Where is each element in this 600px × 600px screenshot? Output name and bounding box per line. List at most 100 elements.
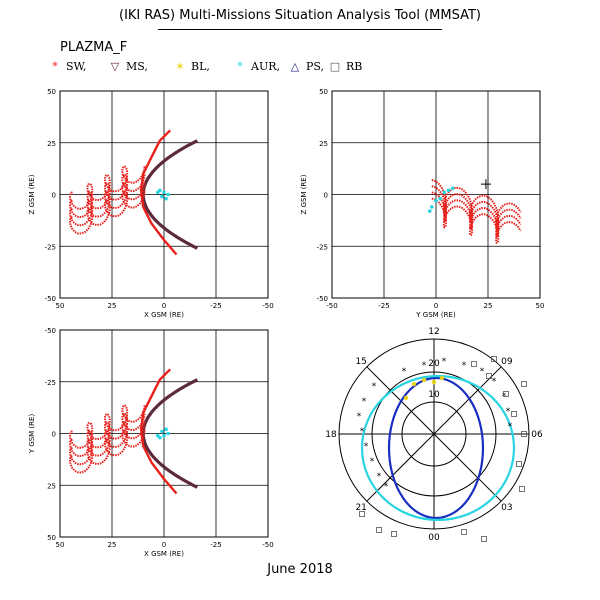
x-tick-label: 25 (484, 302, 493, 310)
solar-wind-track (431, 191, 522, 238)
x-axis-label: X GSM (RE) (144, 550, 184, 558)
polar-panel (338, 338, 530, 530)
plus-marker (480, 179, 491, 190)
solar-wind-track (68, 412, 146, 458)
aurora-point (427, 209, 432, 213)
polar-spoke (366, 433, 435, 502)
footer-date: June 2018 (267, 562, 333, 577)
aurora-point (158, 188, 162, 193)
aurora-point: * (362, 397, 367, 407)
aurora-point: * (402, 367, 407, 377)
aurora-point (158, 435, 162, 440)
solar-wind-track (68, 165, 146, 210)
x-axis-label: X GSM (RE) (144, 311, 184, 319)
polar-spoke (433, 366, 502, 435)
aurora-point (166, 192, 170, 197)
aurora-point: * (364, 442, 369, 452)
x-tick-label: -50 (326, 302, 337, 310)
aurora-point (160, 194, 164, 199)
radiation-belt-point (376, 527, 382, 533)
solar-wind-track (68, 173, 146, 219)
solar-wind-track (431, 197, 522, 244)
hour-label: 03 (501, 503, 512, 513)
y-tick-label: 50 (47, 88, 56, 96)
title-underline (158, 29, 442, 30)
aurora-point (434, 198, 438, 203)
asterisk-icon: * (237, 60, 243, 73)
x-tick-label: -25 (210, 541, 221, 549)
radiation-belt-point (521, 431, 527, 437)
radiation-belt-point (461, 529, 467, 535)
aurora-point: * (384, 482, 389, 492)
ring-label: 10 (428, 390, 440, 400)
aurora-point (450, 186, 455, 191)
legend-item-ms: ▽ MS, (108, 60, 148, 73)
dataset-label: PLAZMA_F (60, 40, 128, 55)
aurora-point (446, 188, 451, 193)
legend-label: PS, (306, 60, 325, 73)
aurora-point: * (377, 472, 382, 482)
hour-label: 06 (531, 430, 543, 440)
x-tick-label: 50 (56, 302, 65, 310)
y-axis-label: Z GSM (RE) (300, 174, 308, 214)
bow-shock-curve (139, 368, 178, 495)
radiation-belt-point (503, 391, 509, 397)
x-tick-label: 0 (434, 302, 438, 310)
y-tick-label: -25 (45, 379, 56, 387)
radiation-belt-point (511, 411, 517, 417)
legend-item-rb: □ RB (328, 60, 363, 73)
aurora-point: * (442, 357, 447, 367)
square-icon: □ (329, 60, 341, 73)
radiation-belt-point (481, 536, 487, 542)
boundary-layer-point (421, 377, 427, 383)
x-tick-label: 25 (108, 302, 117, 310)
legend-label: BL, (191, 60, 210, 73)
legend-item-bl: ✶ BL, (173, 60, 210, 73)
x-tick-label: 0 (162, 541, 166, 549)
aurora-point: * (480, 367, 485, 377)
y-tick-label: -50 (45, 327, 56, 335)
radiation-belt-point (516, 461, 522, 467)
hour-label: 21 (355, 503, 366, 513)
star-icon: * (52, 60, 58, 73)
y-tick-label: -50 (317, 295, 328, 303)
x-axis-label: Y GSM (RE) (415, 311, 456, 319)
x-tick-label: -25 (378, 302, 389, 310)
aurora-point: * (370, 457, 375, 467)
magnetopause-curve (141, 378, 199, 489)
aurora-point: * (360, 427, 365, 437)
y-axis-label: Z GSM (RE) (28, 174, 36, 214)
x-tick-label: -25 (210, 302, 221, 310)
y-tick-label: 25 (319, 140, 328, 148)
x-tick-label: -50 (262, 302, 273, 310)
aurora-point (164, 427, 168, 432)
y-tick-label: 50 (319, 88, 328, 96)
radiation-belt-point (519, 486, 525, 492)
boundary-layer-point (411, 381, 417, 387)
radiation-belt-point (391, 531, 397, 537)
legend-label: SW, (66, 60, 87, 73)
radiation-belt-point (521, 381, 527, 387)
aurora-point (162, 190, 166, 195)
solar-wind-track (431, 185, 522, 232)
solar-wind-track (68, 189, 146, 235)
x-tick-label: -50 (262, 541, 273, 549)
aurora-point: * (506, 407, 511, 417)
aurora-point (438, 196, 442, 201)
aurora-point (160, 429, 164, 434)
y-tick-label: -25 (317, 243, 328, 251)
radiation-belt-point (359, 511, 365, 517)
magnetopause-curve (141, 139, 199, 250)
ring-label: 20 (428, 359, 440, 369)
legend-label: AUR, (251, 60, 280, 73)
hour-label: 15 (355, 357, 366, 367)
aurora-point: * (372, 382, 377, 392)
x-tick-label: 50 (536, 302, 545, 310)
legend-item-sw: * SW, (48, 60, 86, 73)
hour-label: 00 (428, 533, 440, 543)
hour-label: 18 (325, 430, 337, 440)
radiation-belt-point (471, 361, 477, 367)
panel-3 (59, 329, 269, 538)
inner-oval (387, 376, 485, 520)
